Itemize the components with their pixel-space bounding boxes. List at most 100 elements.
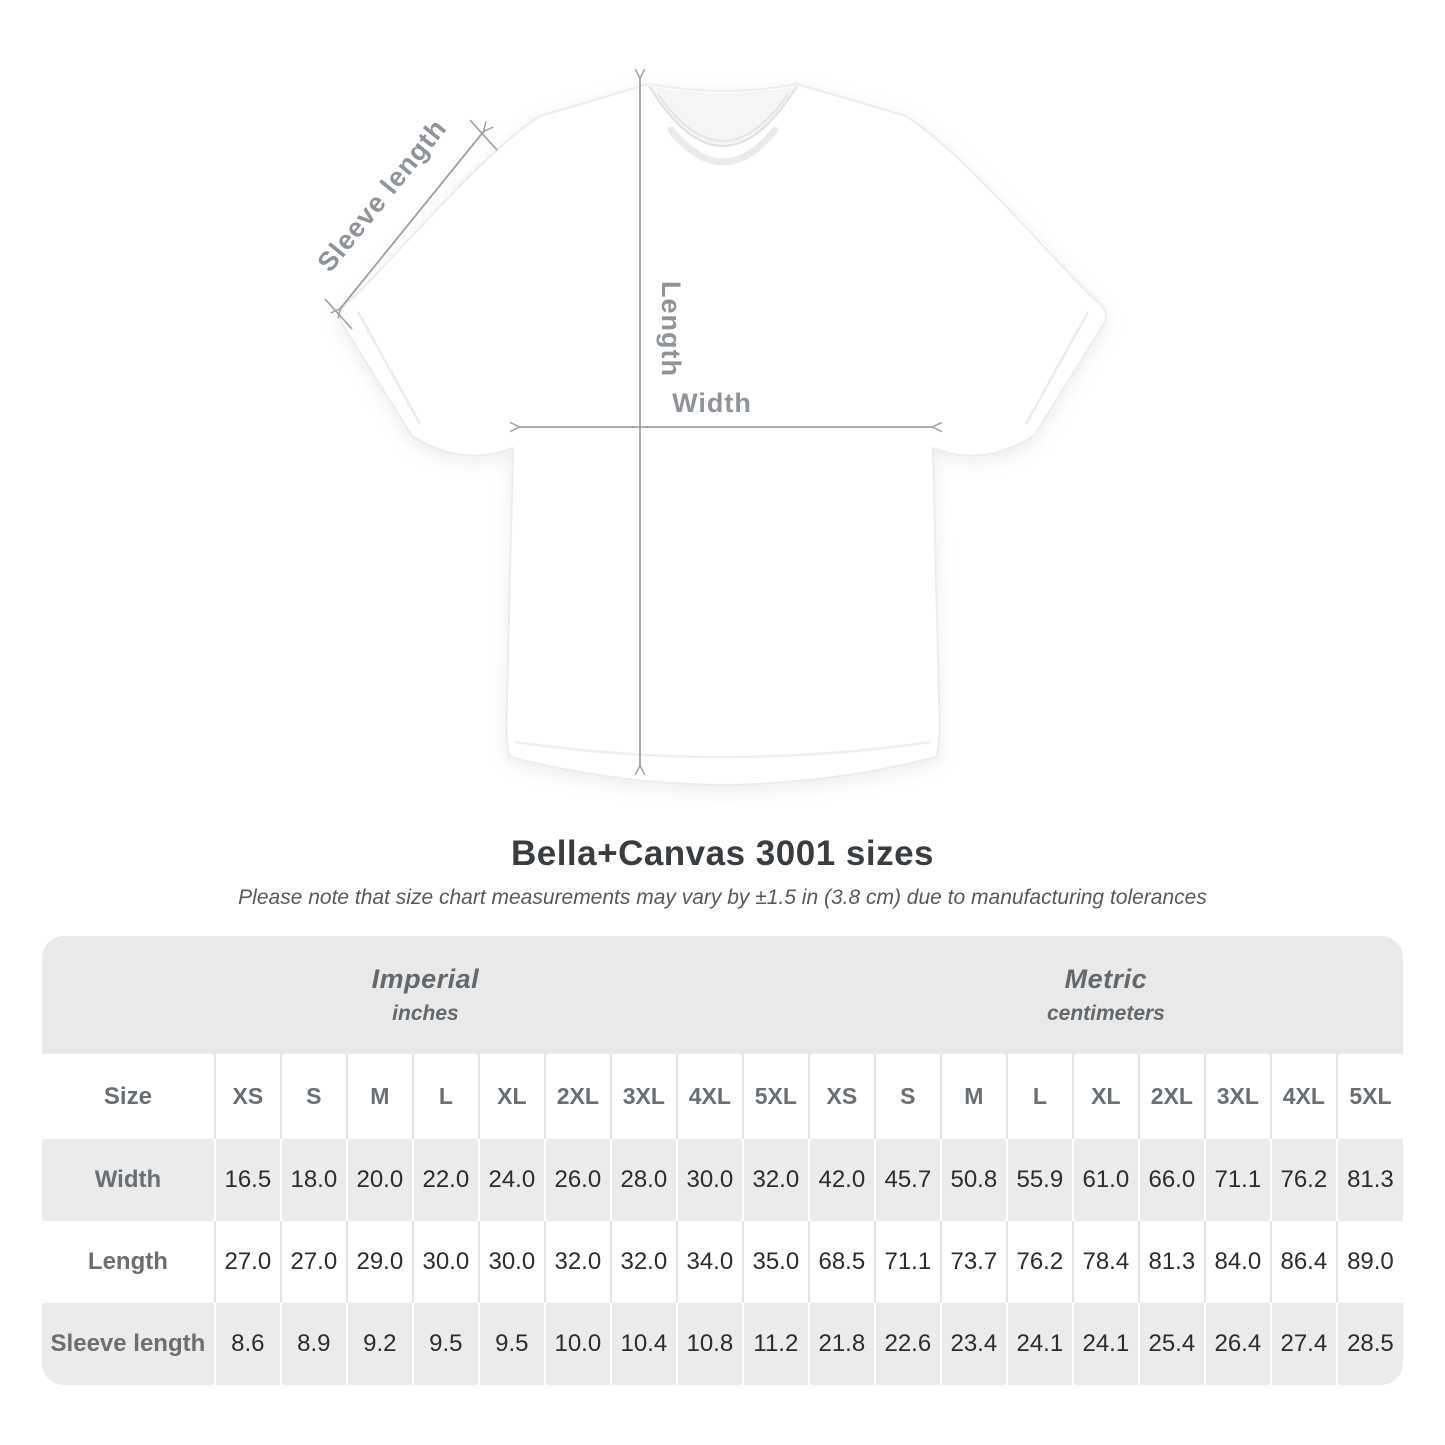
width-label: Width <box>672 388 752 418</box>
size-column-header-imperial-4xl: 4XL <box>675 1054 743 1139</box>
table-cell: 22.6 <box>873 1303 941 1385</box>
size-chart: Imperial inches Metric centimeters Size … <box>42 936 1403 1385</box>
table-cell: 10.0 <box>543 1303 611 1385</box>
table-cell: 84.0 <box>1203 1221 1271 1303</box>
table-cell: 26.4 <box>1203 1303 1271 1385</box>
table-cell: 9.5 <box>411 1303 479 1385</box>
table-cell: 42.0 <box>807 1139 875 1221</box>
page-subtitle: Please note that size chart measurements… <box>238 886 1207 909</box>
table-cell: 27.0 <box>213 1221 281 1303</box>
size-column-header-imperial-5xl: 5XL <box>741 1054 809 1139</box>
unit-header-row: Imperial inches Metric centimeters <box>42 936 1403 1054</box>
table-cell: 30.0 <box>477 1221 545 1303</box>
size-column-header-imperial-s: S <box>279 1054 347 1139</box>
table-row-sleeve-length: Sleeve length 8.6 8.9 9.2 9.5 9.5 10.0 10.4 10.8… <box>42 1303 1403 1385</box>
size-column-header-imperial-l: L <box>411 1054 479 1139</box>
table-cell: 8.6 <box>213 1303 281 1385</box>
size-column-header-metric-s: S <box>873 1054 941 1139</box>
size-column-header-metric-m: M <box>939 1054 1007 1139</box>
table-cell: 50.8 <box>939 1139 1007 1221</box>
metric-label: Metric <box>1064 964 1148 994</box>
table-cell: 27.0 <box>279 1221 347 1303</box>
table-cell: 9.5 <box>477 1303 545 1385</box>
table-cell: 27.4 <box>1269 1303 1337 1385</box>
table-cell: 30.0 <box>411 1221 479 1303</box>
imperial-label: Imperial <box>371 964 480 994</box>
page-title: Bella+Canvas 3001 sizes <box>510 834 935 873</box>
metric-group-header: Metric centimeters <box>808 936 1403 1054</box>
row-label: Sleeve length <box>42 1303 215 1385</box>
size-column-header-imperial-m: M <box>345 1054 413 1139</box>
table-cell: 68.5 <box>807 1221 875 1303</box>
table-cell: 21.8 <box>807 1303 875 1385</box>
row-label: Width <box>42 1139 215 1221</box>
table-cell: 23.4 <box>939 1303 1007 1385</box>
size-column-header-metric-3xl: 3XL <box>1203 1054 1271 1139</box>
size-column-header-imperial-xl: XL <box>477 1054 545 1139</box>
table-cell: 81.3 <box>1137 1221 1205 1303</box>
table-cell: 35.0 <box>741 1221 809 1303</box>
size-column-header-metric-xl: XL <box>1071 1054 1139 1139</box>
size-column-header-imperial-xs: XS <box>213 1054 281 1139</box>
table-cell: 86.4 <box>1269 1221 1337 1303</box>
length-label: Length <box>656 281 686 377</box>
size-corner-header: Size <box>42 1054 215 1139</box>
size-column-header-metric-l: L <box>1005 1054 1073 1139</box>
table-cell: 32.0 <box>543 1221 611 1303</box>
size-column-header-metric-2xl: 2XL <box>1137 1054 1205 1139</box>
table-cell: 32.0 <box>741 1139 809 1221</box>
table-cell: 26.0 <box>543 1139 611 1221</box>
table-cell: 76.2 <box>1269 1139 1337 1221</box>
tshirt-shape <box>338 83 1108 786</box>
table-cell: 45.7 <box>873 1139 941 1221</box>
table-cell: 24.1 <box>1071 1303 1139 1385</box>
table-cell: 29.0 <box>345 1221 413 1303</box>
table-cell: 9.2 <box>345 1303 413 1385</box>
sleeve-length-arrow <box>340 131 484 309</box>
sleeve-arrow-tick-top <box>469 119 498 151</box>
size-column-header-metric-4xl: 4XL <box>1269 1054 1337 1139</box>
size-chart-table: Imperial inches Metric centimeters Size … <box>42 936 1403 1385</box>
size-table-body: Width 16.5 18.0 20.0 22.0 24.0 26.0 28.0 30.0 32.… <box>42 1139 1403 1385</box>
tshirt-measurement-diagram: Sleeve length Length Width <box>311 0 1108 786</box>
table-cell: 34.0 <box>675 1221 743 1303</box>
table-cell: 24.1 <box>1005 1303 1073 1385</box>
table-cell: 16.5 <box>213 1139 281 1221</box>
table-cell: 28.0 <box>609 1139 677 1221</box>
table-cell: 22.0 <box>411 1139 479 1221</box>
sleeve-arrow-tick-bottom <box>324 298 353 330</box>
size-header-row: Size XS S M L XL 2XL 3XL 4XL 5XL XS S M L XL 2XL 3XL 4XL… <box>42 1054 1403 1139</box>
row-label: Length <box>42 1221 215 1303</box>
imperial-unit-label: inches <box>392 1002 459 1025</box>
table-cell: 32.0 <box>609 1221 677 1303</box>
table-cell: 78.4 <box>1071 1221 1139 1303</box>
table-cell: 25.4 <box>1137 1303 1205 1385</box>
size-column-header-metric-xs: XS <box>807 1054 875 1139</box>
table-cell: 89.0 <box>1335 1221 1403 1303</box>
table-cell: 66.0 <box>1137 1139 1205 1221</box>
table-row-width: Width 16.5 18.0 20.0 22.0 24.0 26.0 28.0 30.0 32.… <box>42 1139 1403 1221</box>
size-column-header-imperial-3xl: 3XL <box>609 1054 677 1139</box>
metric-unit-label: centimeters <box>1046 1002 1165 1025</box>
table-cell: 55.9 <box>1005 1139 1073 1221</box>
measurement-annotations <box>324 78 933 766</box>
table-cell: 20.0 <box>345 1139 413 1221</box>
size-column-header-metric-5xl: 5XL <box>1335 1054 1403 1139</box>
table-cell: 61.0 <box>1071 1139 1139 1221</box>
table-cell: 10.4 <box>609 1303 677 1385</box>
table-cell: 73.7 <box>939 1221 1007 1303</box>
table-cell: 18.0 <box>279 1139 347 1221</box>
table-cell: 11.2 <box>741 1303 809 1385</box>
table-cell: 24.0 <box>477 1139 545 1221</box>
imperial-group-header: Imperial inches <box>42 936 809 1054</box>
tshirt-illustration: Sleeve length Length Width <box>311 0 1108 786</box>
table-cell: 76.2 <box>1005 1221 1073 1303</box>
table-cell: 8.9 <box>279 1303 347 1385</box>
table-cell: 30.0 <box>675 1139 743 1221</box>
table-row-length: Length 27.0 27.0 29.0 30.0 30.0 32.0 32.0 34.0 35… <box>42 1221 1403 1303</box>
table-cell: 28.5 <box>1335 1303 1403 1385</box>
table-cell: 71.1 <box>873 1221 941 1303</box>
table-cell: 71.1 <box>1203 1139 1271 1221</box>
size-column-header-imperial-2xl: 2XL <box>543 1054 611 1139</box>
table-cell: 81.3 <box>1335 1139 1403 1221</box>
